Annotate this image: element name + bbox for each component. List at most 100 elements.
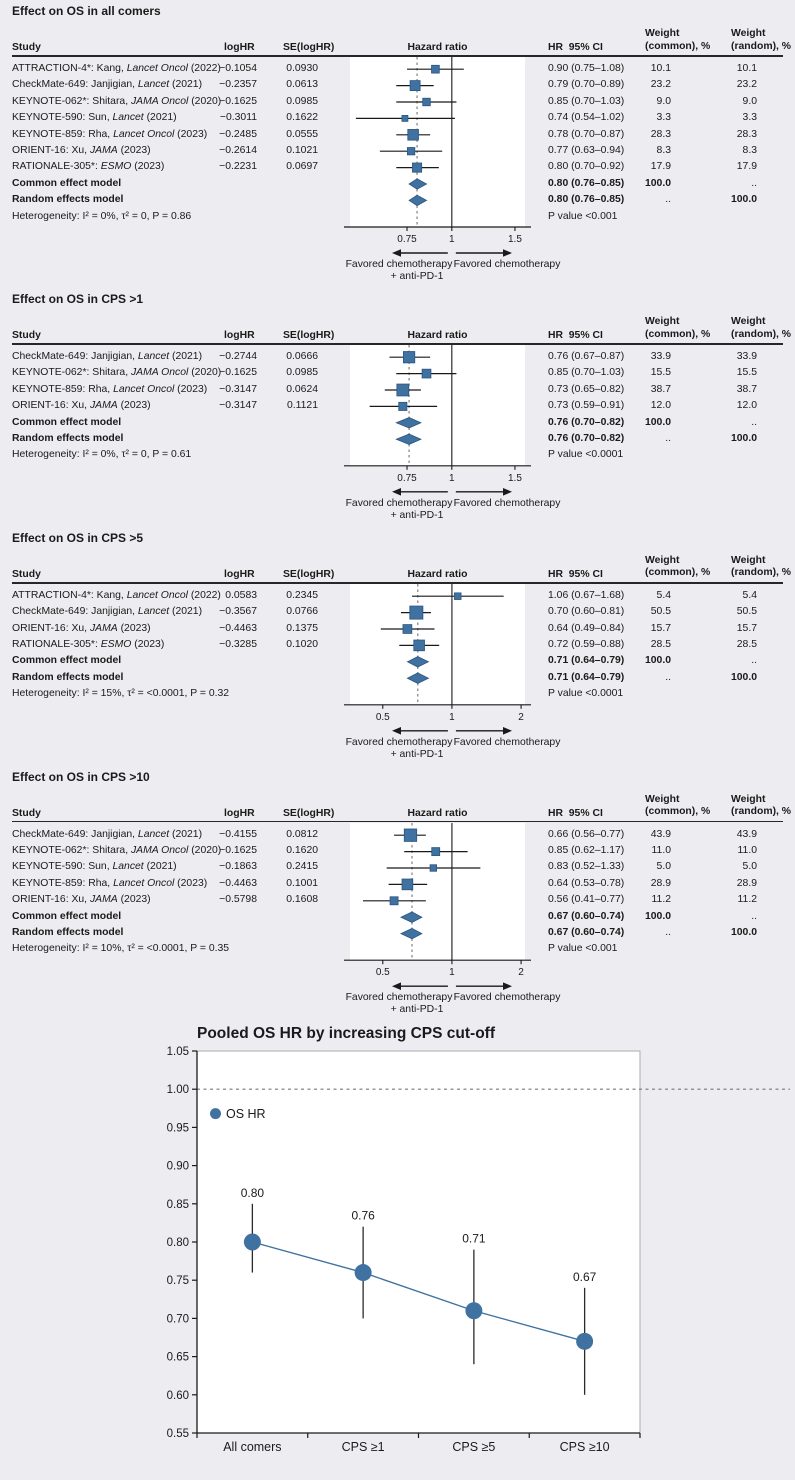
chart-title: Pooled OS HR by increasing CPS cut-off: [197, 1024, 495, 1042]
pooled-diamond: [395, 417, 422, 429]
study-label: KEYNOTE-062*: Shitara, JAMA Oncol (2020): [12, 843, 221, 859]
se-value: 0.1375: [286, 622, 318, 634]
pooled-diamond: [408, 194, 428, 207]
axis-label: Favored chemotherapy: [454, 992, 562, 1003]
weight-random-value: 38.7: [736, 383, 757, 395]
study-name: CheckMate-649: Janjigian,: [12, 606, 138, 618]
hr-ci-value: 0.66 (0.56–0.77): [548, 828, 625, 840]
loghr-value: −0.2231: [219, 161, 257, 173]
heterogeneity-label: Heterogeneity: I² = 15%, τ² = <0.0001, P…: [12, 688, 230, 700]
se-value: 0.0985: [286, 95, 318, 107]
hr-ci-value: 0.90 (0.75–1.08): [548, 63, 625, 74]
study-label: CheckMate-649: Janjigian, Lancet (2021): [12, 77, 202, 93]
hr-point-square: [407, 129, 419, 141]
p-value-label: P value <0.001: [548, 943, 618, 955]
study-label: ATTRACTION-4*: Kang, Lancet Oncol (2022): [12, 61, 221, 77]
weight-common-value: 5.0: [656, 861, 671, 873]
hr-ci-value: 0.64 (0.53–0.78): [548, 877, 625, 889]
journal-name: ESMO: [100, 638, 132, 650]
journal-name: JAMA Oncol: [130, 844, 189, 856]
hr-point-square: [389, 895, 399, 905]
axis-label: Favored chemotherapy: [346, 737, 454, 748]
loghr-value: −0.1625: [219, 95, 257, 107]
study-label: RATIONALE-305*: ESMO (2023): [12, 159, 164, 175]
study-name: (2021): [143, 861, 177, 873]
axis-label: 2: [518, 712, 524, 723]
hr-point-square: [431, 846, 441, 856]
loghr-value: −0.3285: [219, 638, 257, 650]
left-arrowhead-icon: [392, 488, 401, 496]
axis-label: 1.00: [167, 1084, 189, 1096]
weight-common-value: 50.5: [650, 606, 671, 618]
hr-point-square: [412, 162, 423, 173]
study-name: CheckMate-649: Janjigian,: [12, 828, 138, 840]
col-header-loghr: logHR: [224, 330, 255, 341]
weight-common-value: 100.0: [644, 655, 671, 667]
weight-random-value: 23.2: [736, 79, 757, 91]
axis-label: 0.70: [167, 1313, 189, 1325]
hr-ci-value: 0.78 (0.70–0.87): [548, 128, 625, 140]
col-header-weight-common: Weight (common), %: [645, 28, 711, 52]
hr-point-square: [396, 383, 410, 397]
axis-label: CPS ≥1: [342, 1440, 385, 1454]
col-header-weight-common: Weight (common), %: [645, 793, 711, 818]
col-header-weight-common: Weight (common), %: [645, 316, 711, 340]
col-header-study: Study: [12, 42, 41, 53]
hr-ci-value: 0.76 (0.70–0.82): [548, 416, 625, 428]
study-name: ORIENT-16: Xu,: [12, 400, 90, 412]
p-value-label: P value <0.0001: [548, 688, 624, 700]
weight-random-value: 15.5: [736, 367, 757, 379]
study-name: ATTRACTION-4*: Kang,: [12, 63, 127, 74]
forest-section-2: 0.75 1 1.5 Favored chemotherapy + anti-PD-1 F…: [0, 292, 795, 521]
study-name: ORIENT-16: Xu,: [12, 622, 90, 634]
hr-point-square: [398, 401, 408, 411]
weight-common-value: 15.5: [650, 367, 671, 379]
hr-point-square: [409, 80, 421, 92]
study-name: (2023): [174, 128, 208, 140]
hr-point-square: [401, 878, 414, 890]
hr-ci-value: 0.80 (0.70–0.92): [548, 161, 625, 173]
study-name: (2021): [143, 112, 177, 124]
axis-label: 0.75: [167, 1275, 189, 1287]
axis-label: 1: [449, 473, 455, 484]
se-value: 0.0666: [286, 351, 318, 362]
pooled-diamond: [406, 655, 430, 668]
study-label: ORIENT-16: Xu, JAMA (2023): [12, 143, 151, 159]
axis-label: 0.75: [397, 473, 417, 484]
weight-random-value: 15.7: [736, 622, 757, 634]
journal-name: JAMA: [89, 894, 118, 906]
data-point: [465, 1302, 483, 1320]
axis-label: CPS ≥5: [452, 1440, 495, 1454]
study-label: KEYNOTE-590: Sun, Lancet (2021): [12, 859, 177, 875]
weight-common-value: 43.9: [650, 828, 671, 840]
weight-random-value: 9.0: [742, 95, 757, 107]
se-value: 0.1622: [286, 112, 318, 124]
weight-random-value: 100.0: [730, 194, 757, 206]
se-value: 0.1608: [286, 894, 318, 906]
col-header-study: Study: [12, 568, 41, 580]
weight-random-value: 5.4: [742, 589, 757, 601]
weight-common-value: ..: [665, 194, 671, 206]
pooled-diamond: [400, 911, 423, 923]
hr-ci-value: 0.80 (0.76–0.85): [548, 177, 625, 189]
study-name: (2020): [188, 367, 222, 379]
common-effect-model-label: Common effect model: [12, 177, 122, 189]
study-name: KEYNOTE-590: Sun,: [12, 112, 113, 124]
study-name: KEYNOTE-590: Sun,: [12, 861, 113, 873]
study-name: ATTRACTION-4*: Kang,: [12, 589, 127, 601]
hr-ci-value: 0.72 (0.59–0.88): [548, 638, 625, 650]
journal-name: Lancet Oncol: [126, 589, 188, 601]
col-header-se: SE(logHR): [283, 568, 335, 580]
weight-random-value: ..: [751, 655, 757, 667]
weight-random-value: 5.0: [742, 861, 757, 873]
weight-common-value: 100.0: [644, 910, 671, 922]
section-title: Effect on OS in CPS >1: [12, 292, 144, 306]
random-effect-model-label: Random effects model: [12, 671, 124, 683]
hr-ci-value: 0.71 (0.64–0.79): [548, 671, 625, 683]
section-title: Effect on OS in CPS >10: [12, 769, 150, 784]
plot-panel: [350, 822, 525, 960]
axis-label: 1: [449, 712, 455, 723]
journal-name: JAMA: [89, 622, 118, 634]
